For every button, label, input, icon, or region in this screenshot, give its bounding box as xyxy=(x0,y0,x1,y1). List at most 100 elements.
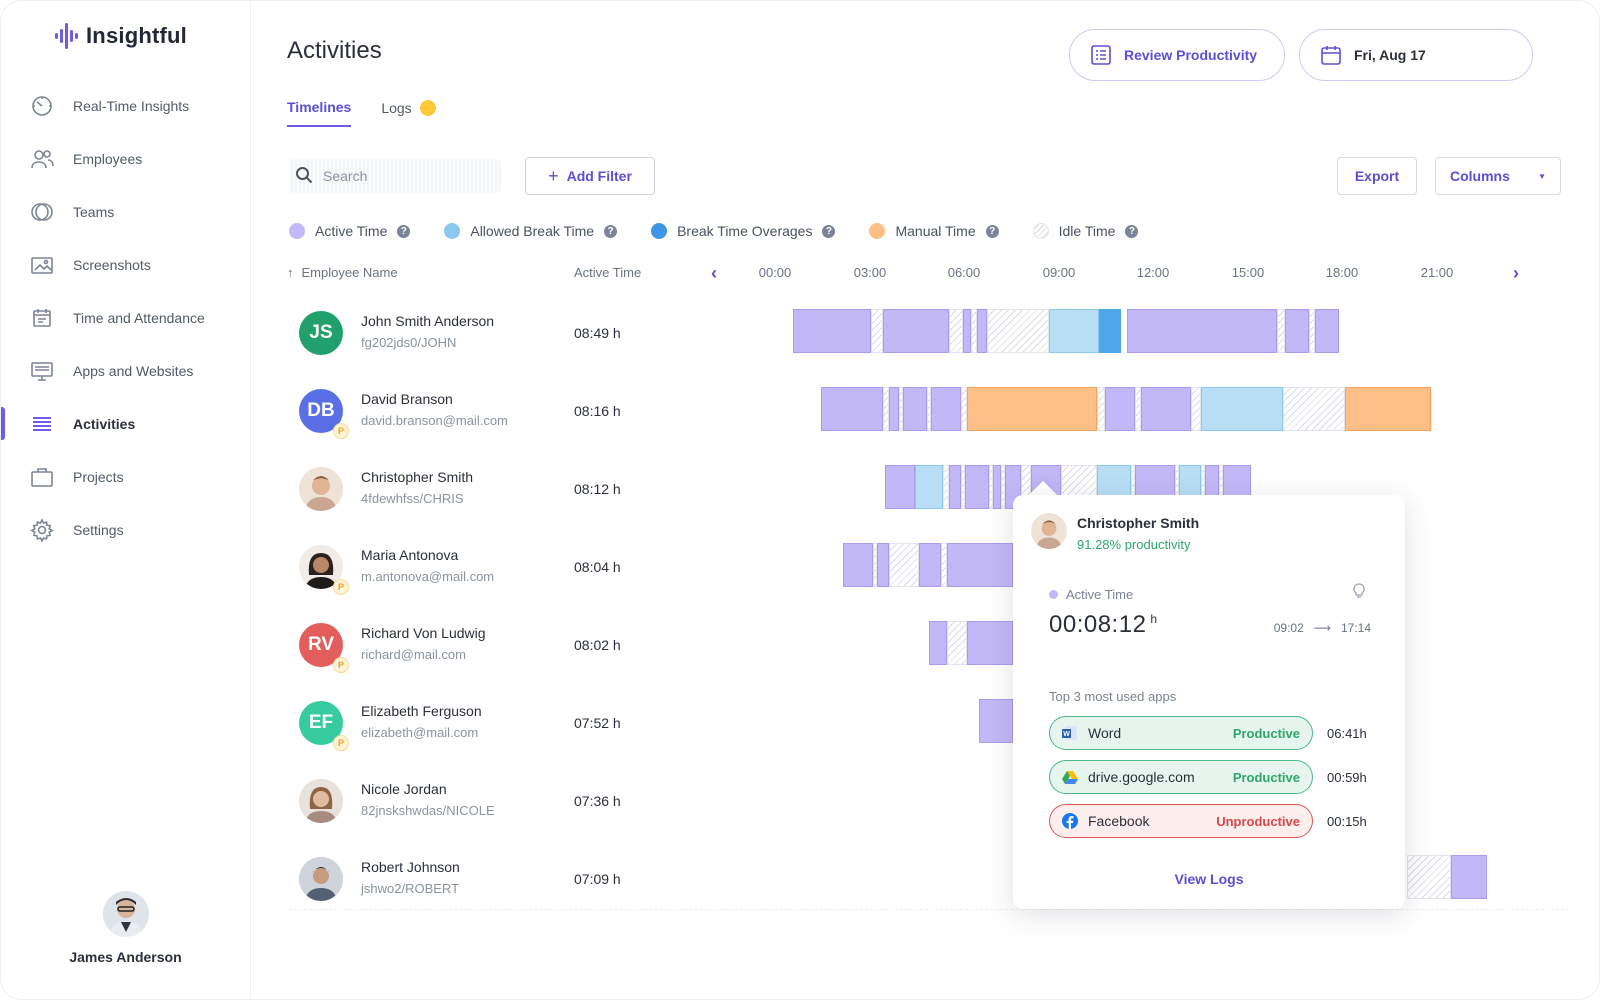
timeline-segment-active[interactable] xyxy=(979,699,1013,743)
table-row[interactable]: P Maria Antonova m.antonova@mail.com 08:… xyxy=(251,527,1599,605)
timeline-segment-active[interactable] xyxy=(1105,387,1135,431)
timeline-bar[interactable] xyxy=(713,371,1593,449)
timeline-segment-active[interactable] xyxy=(1285,309,1309,353)
timeline-segment-active[interactable] xyxy=(949,465,961,509)
timeline-segment-idle[interactable] xyxy=(871,309,883,353)
table-row[interactable]: RV P Richard Von Ludwig richard@mail.com … xyxy=(251,605,1599,683)
timeline-segment-active[interactable] xyxy=(1451,855,1487,899)
timeline-segment-idle[interactable] xyxy=(961,387,967,431)
timeline-segment-active[interactable] xyxy=(977,309,987,353)
sidebar-item-apps-and-websites[interactable]: Apps and Websites xyxy=(1,344,250,397)
search-input[interactable]: Search xyxy=(289,159,501,193)
tab-logs[interactable]: Logs xyxy=(381,99,436,127)
timeline-segment-active[interactable] xyxy=(963,309,971,353)
timeline-segment-idle[interactable] xyxy=(1309,309,1315,353)
timeline-segment-idle[interactable] xyxy=(883,387,889,431)
date-picker-button[interactable]: Fri, Aug 17 xyxy=(1299,29,1533,81)
timeline-segment-idle[interactable] xyxy=(1097,387,1105,431)
timeline-bar[interactable] xyxy=(713,683,1593,761)
sidebar-item-activities[interactable]: Activities xyxy=(1,397,250,450)
employee-name-column-header[interactable]: ↑ Employee Name xyxy=(287,265,398,280)
timeline-segment-active[interactable] xyxy=(993,465,1001,509)
help-icon[interactable]: ? xyxy=(985,224,999,238)
table-row[interactable]: Nicole Jordan 82jnskshwdas/NICOLE 07:36 … xyxy=(251,761,1599,839)
top-app-row[interactable]: W Word Productive 06:41h xyxy=(1049,715,1369,751)
timeline-segment-idle[interactable] xyxy=(941,543,947,587)
app-pill[interactable]: Facebook Unproductive xyxy=(1049,804,1313,838)
timeline-segment-active[interactable] xyxy=(821,387,883,431)
timeline-segment-active[interactable] xyxy=(929,621,947,665)
view-logs-link[interactable]: View Logs xyxy=(1013,871,1405,887)
current-user[interactable]: James Anderson xyxy=(1,891,250,965)
app-pill[interactable]: drive.google.com Productive xyxy=(1049,760,1313,794)
export-button[interactable]: Export xyxy=(1337,157,1417,195)
timeline-segment-allowed-break[interactable] xyxy=(915,465,943,509)
review-productivity-button[interactable]: Review Productivity xyxy=(1069,29,1285,81)
table-row[interactable]: JS John Smith Anderson fg202jds0/JOHN 08… xyxy=(251,293,1599,371)
timeline-segment-idle[interactable] xyxy=(949,309,963,353)
add-filter-button[interactable]: + Add Filter xyxy=(525,157,655,195)
timeline-segment-idle[interactable] xyxy=(943,465,949,509)
timeline-segment-idle[interactable] xyxy=(971,309,977,353)
help-icon[interactable]: ? xyxy=(1125,224,1139,238)
sidebar-item-employees[interactable]: Employees xyxy=(1,132,250,185)
timeline-segment-active[interactable] xyxy=(965,465,989,509)
timeline-segment-idle[interactable] xyxy=(1277,309,1285,353)
timeline-segment-active[interactable] xyxy=(947,543,1013,587)
help-icon[interactable]: ? xyxy=(822,224,836,238)
timeline-segment-idle[interactable] xyxy=(989,465,993,509)
timeline-segment-active[interactable] xyxy=(877,543,889,587)
timeline-segment-active[interactable] xyxy=(889,387,899,431)
timeline-segment-idle[interactable] xyxy=(987,309,1049,353)
columns-dropdown[interactable]: Columns ▼ xyxy=(1435,157,1561,195)
timeline-bar[interactable] xyxy=(713,527,1593,605)
lightbulb-icon[interactable] xyxy=(1353,583,1365,604)
timeline-segment-active[interactable] xyxy=(919,543,941,587)
chevron-right-icon[interactable]: › xyxy=(1513,263,1519,283)
timeline-segment-idle[interactable] xyxy=(1283,387,1345,431)
chevron-left-icon[interactable]: ‹ xyxy=(711,263,717,283)
sidebar-item-real-time-insights[interactable]: Real-Time Insights xyxy=(1,79,250,132)
table-row[interactable]: Robert Johnson jshwo2/ROBERT 07:09 h xyxy=(251,839,1599,917)
help-icon[interactable]: ? xyxy=(604,224,618,238)
timeline-segment-active[interactable] xyxy=(885,465,915,509)
sidebar-item-projects[interactable]: Projects xyxy=(1,450,250,503)
timeline-segment-idle[interactable] xyxy=(873,543,877,587)
sidebar-item-time-and-attendance[interactable]: Time and Attendance xyxy=(1,291,250,344)
table-row[interactable]: DB P David Branson david.branson@mail.com… xyxy=(251,371,1599,449)
top-app-row[interactable]: drive.google.com Productive 00:59h xyxy=(1049,759,1369,795)
timeline-segment-allowed-break[interactable] xyxy=(1201,387,1283,431)
timeline-segment-idle[interactable] xyxy=(889,543,919,587)
timeline-segment-idle[interactable] xyxy=(1001,465,1005,509)
timeline-segment-break-overage[interactable] xyxy=(1099,309,1121,353)
timeline-segment-idle[interactable] xyxy=(899,387,903,431)
app-pill[interactable]: W Word Productive xyxy=(1049,716,1313,750)
timeline-segment-active[interactable] xyxy=(1141,387,1191,431)
timeline-bar[interactable] xyxy=(713,293,1593,371)
sidebar-item-settings[interactable]: Settings xyxy=(1,503,250,556)
timeline-segment-active[interactable] xyxy=(903,387,927,431)
timeline-segment-idle[interactable] xyxy=(961,465,965,509)
sidebar-item-screenshots[interactable]: Screenshots xyxy=(1,238,250,291)
sidebar-item-teams[interactable]: Teams xyxy=(1,185,250,238)
timeline-segment-allowed-break[interactable] xyxy=(1049,309,1099,353)
timeline-segment-active[interactable] xyxy=(793,309,871,353)
timeline-segment-idle[interactable] xyxy=(1407,855,1451,899)
tab-timelines[interactable]: Timelines xyxy=(287,99,352,127)
timeline-segment-idle[interactable] xyxy=(947,621,967,665)
timeline-segment-active[interactable] xyxy=(883,309,949,353)
timeline-segment-idle[interactable] xyxy=(927,387,931,431)
timeline-bar[interactable] xyxy=(713,839,1593,917)
timeline-segment-idle[interactable] xyxy=(1135,387,1141,431)
table-row[interactable]: EF P Elizabeth Ferguson elizabeth@mail.co… xyxy=(251,683,1599,761)
timeline-segment-active[interactable] xyxy=(931,387,961,431)
active-time-column-header[interactable]: Active Time xyxy=(574,265,641,280)
timeline-bar[interactable] xyxy=(713,605,1593,683)
logo[interactable]: Insightful xyxy=(55,21,187,51)
top-app-row[interactable]: Facebook Unproductive 00:15h xyxy=(1049,803,1369,839)
help-icon[interactable]: ? xyxy=(397,224,411,238)
timeline-segment-manual[interactable] xyxy=(967,387,1097,431)
timeline-segment-active[interactable] xyxy=(1127,309,1277,353)
timeline-segment-active[interactable] xyxy=(967,621,1013,665)
timeline-segment-manual[interactable] xyxy=(1345,387,1431,431)
